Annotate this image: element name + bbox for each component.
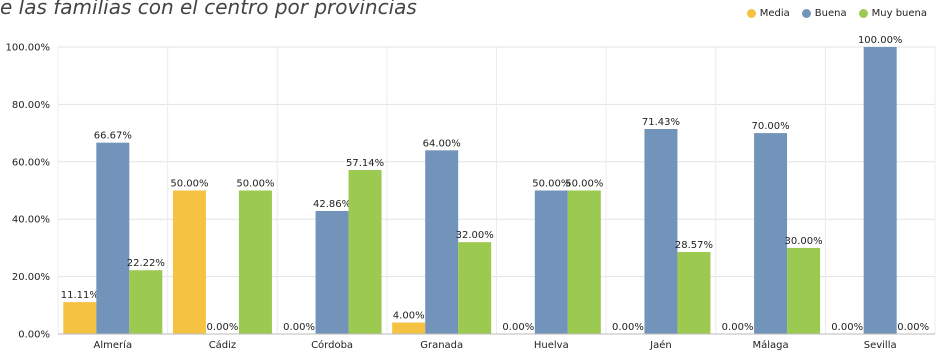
data-label: 70.00% (751, 121, 789, 132)
bar[interactable] (863, 47, 897, 334)
x-category-label: Cádiz (209, 339, 237, 350)
bar[interactable] (129, 270, 163, 334)
data-label: 30.00% (784, 236, 822, 247)
data-label: 11.11% (61, 290, 99, 301)
data-label: 0.00% (612, 322, 644, 333)
legend-label-media: Media (759, 8, 790, 19)
bar[interactable] (677, 252, 711, 334)
bar[interactable] (754, 133, 788, 334)
data-label: 66.67% (94, 131, 132, 142)
y-tick-label: 60.00% (12, 157, 50, 168)
bar[interactable] (392, 322, 426, 334)
bar[interactable] (425, 150, 459, 334)
bar[interactable] (644, 128, 678, 334)
bar[interactable] (238, 190, 272, 335)
data-label: 32.00% (456, 230, 494, 241)
x-category-label: Málaga (752, 339, 788, 350)
y-tick-label: 0.00% (18, 330, 50, 341)
x-category-label: Granada (420, 340, 463, 350)
data-label: 50.00% (170, 179, 208, 190)
chart-legend: Media Buena Muy buena (746, 8, 927, 19)
data-label: 64.00% (423, 138, 461, 149)
bar[interactable] (315, 210, 349, 334)
bar[interactable] (567, 190, 601, 335)
x-category-label: Córdoba (311, 339, 353, 350)
data-label: 42.86% (313, 199, 351, 210)
data-label: 57.14% (346, 158, 384, 169)
bar[interactable] (458, 242, 492, 334)
x-category-label: Sevilla (864, 340, 897, 350)
bar[interactable] (96, 142, 130, 334)
bar[interactable] (348, 170, 382, 334)
data-label: 0.00% (207, 322, 239, 333)
legend-label-buena: Buena (814, 8, 847, 19)
data-label: 50.00% (532, 179, 570, 190)
data-label: 50.00% (565, 179, 603, 190)
y-tick-label: 80.00% (12, 100, 50, 111)
legend-marker-muy-buena-icon (858, 9, 868, 18)
legend-item-buena[interactable]: Buena (801, 8, 847, 19)
chart-title: e las familias con el centro por provinc… (0, 0, 417, 19)
bar[interactable] (787, 247, 821, 334)
legend-label-muy-buena: Muy buena (871, 8, 927, 19)
legend-item-muy-buena[interactable]: Muy buena (858, 8, 927, 19)
data-label: 0.00% (283, 322, 315, 333)
x-category-label: Almería (94, 339, 133, 350)
data-label: 50.00% (236, 179, 274, 190)
y-tick-label: 20.00% (12, 272, 50, 283)
y-tick-label: 100.00% (6, 43, 51, 54)
x-category-label: Jaén (649, 339, 672, 350)
data-label: 100.00% (858, 35, 903, 46)
data-label: 0.00% (722, 322, 754, 333)
bar[interactable] (63, 302, 97, 334)
data-label: 0.00% (897, 322, 929, 333)
data-label: 28.57% (675, 240, 713, 251)
data-label: 0.00% (502, 322, 534, 333)
data-label: 4.00% (393, 311, 425, 322)
x-category-label: Huelva (534, 340, 569, 350)
data-label: 22.22% (127, 258, 165, 269)
legend-item-media[interactable]: Media (746, 8, 790, 19)
data-label: 71.43% (642, 117, 680, 128)
legend-marker-media-icon (746, 9, 756, 18)
bar[interactable] (534, 190, 568, 335)
legend-marker-buena-icon (801, 9, 811, 18)
data-label: 0.00% (831, 322, 863, 333)
bar[interactable] (172, 190, 206, 335)
y-tick-label: 40.00% (12, 215, 50, 226)
